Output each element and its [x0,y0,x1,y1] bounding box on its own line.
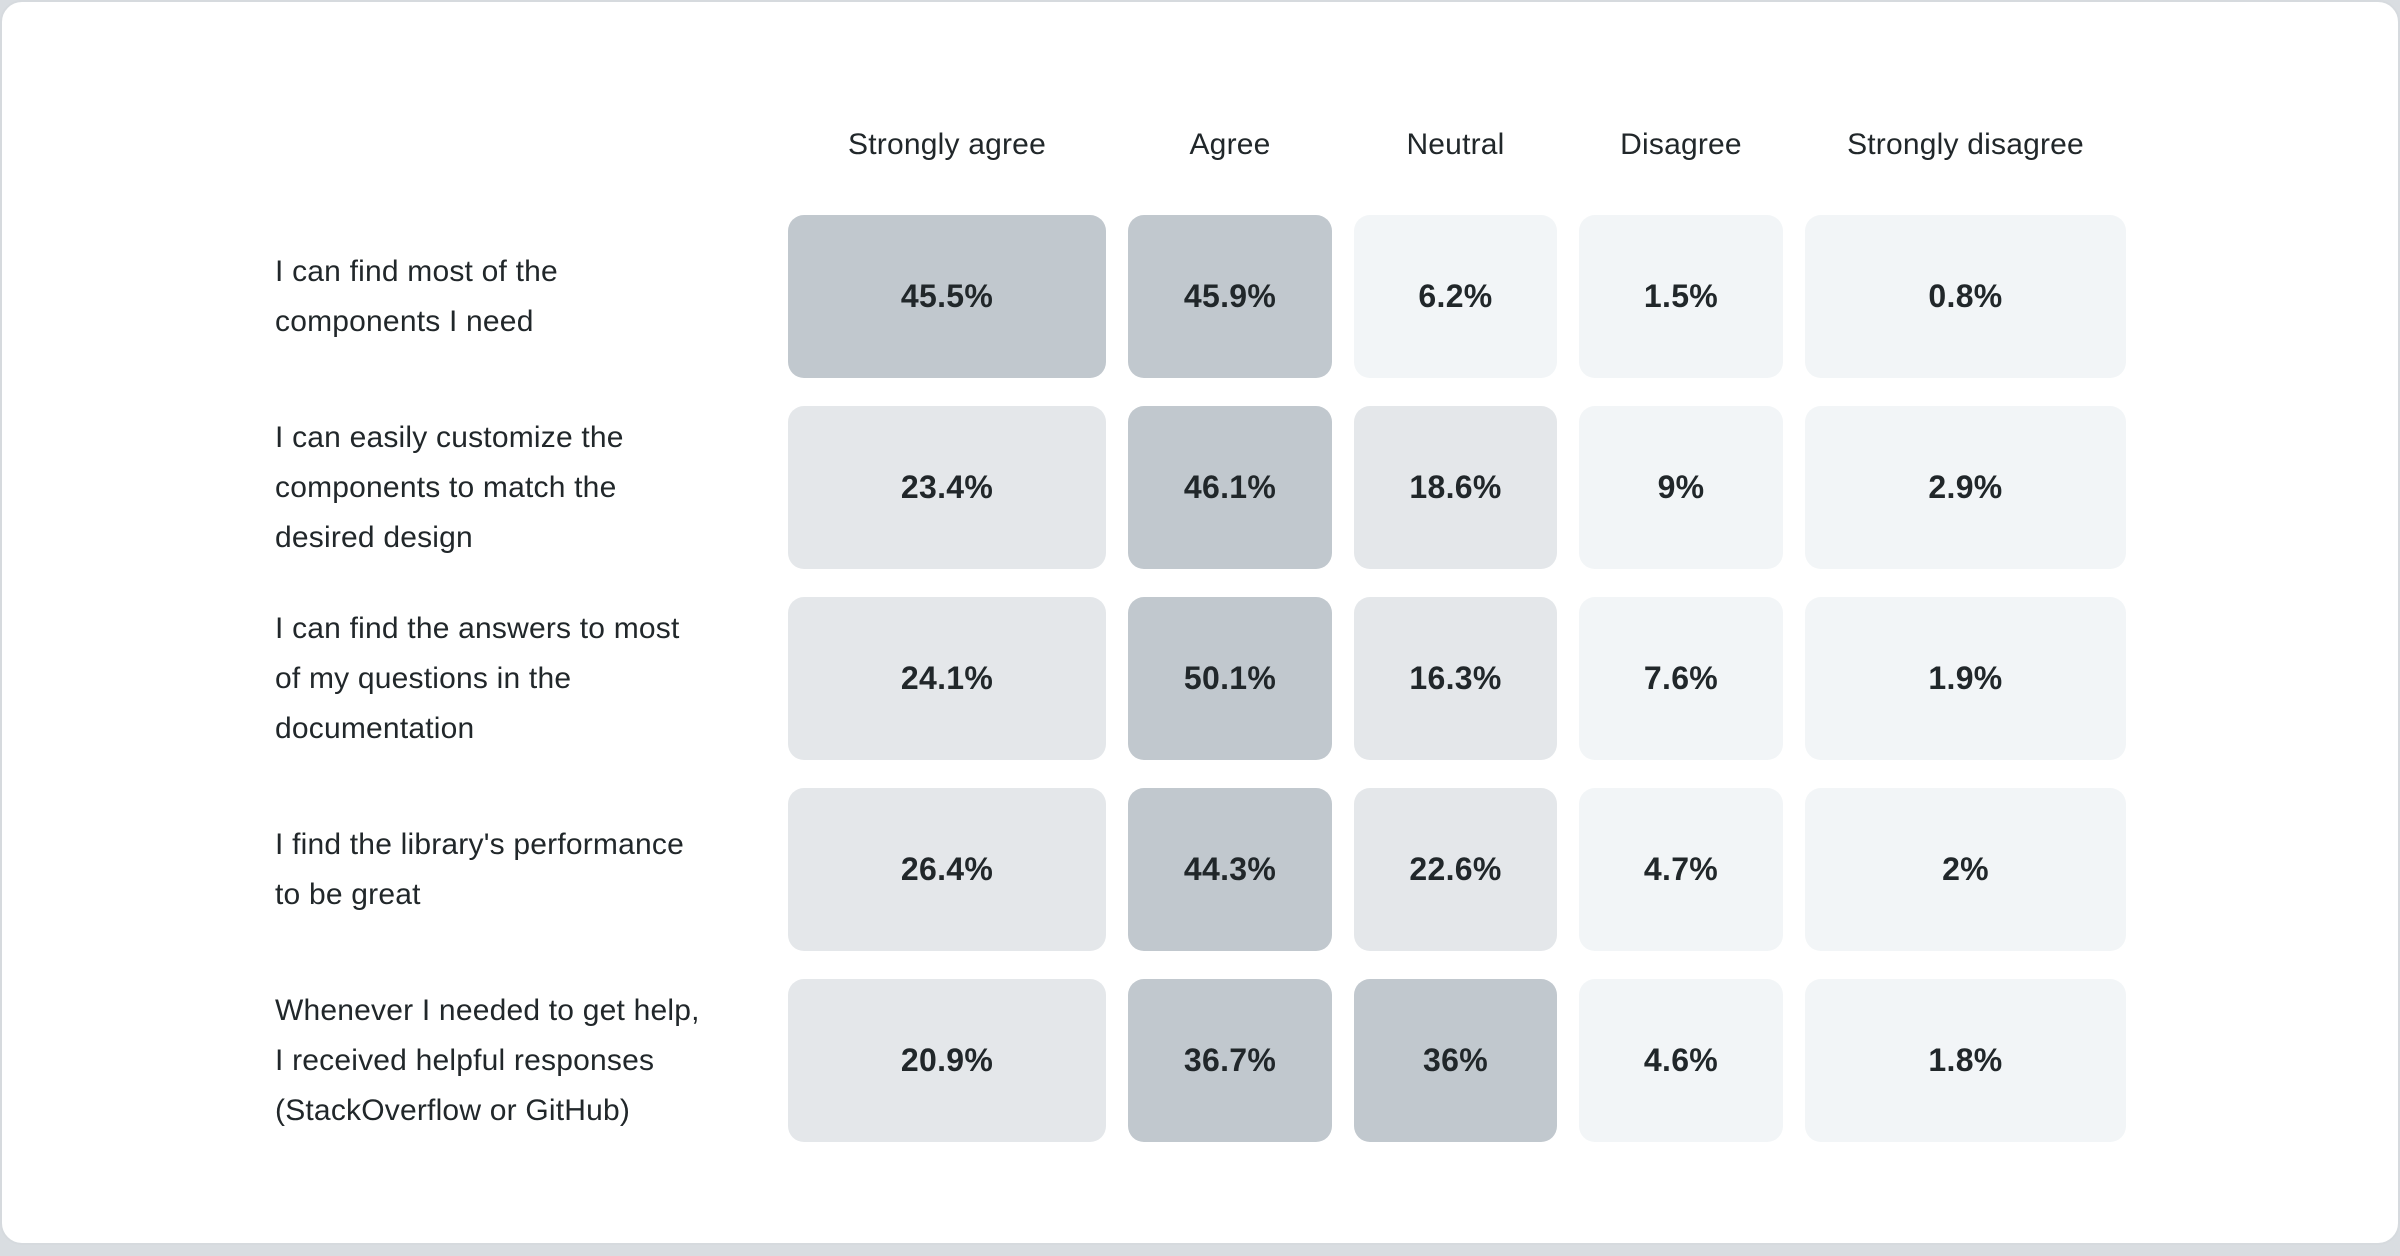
heatmap-cell: 36% [1354,979,1557,1142]
heatmap-cell: 26.4% [788,788,1106,951]
heatmap-cell: 18.6% [1354,406,1557,569]
row-label: I can find most of the components I need [275,254,558,338]
heatmap-cell: 45.5% [788,215,1106,378]
column-header-neutral: Neutral [1406,127,1505,161]
heatmap-cell: 20.9% [788,979,1106,1142]
likert-heatmap: Strongly agree Agree Neutral Disagree Strong… [275,102,2126,1142]
heatmap-cell: 45.9% [1128,215,1332,378]
heatmap-cell: 22.6% [1354,788,1557,951]
column-header-strongly-agree: Strongly agree [848,127,1046,161]
heatmap-cell: 1.8% [1805,979,2126,1142]
heatmap-cell: 36.7% [1128,979,1332,1142]
column-header-strongly-disagree: Strongly disagree [1847,127,2084,161]
row-label: I can find the answers to most of my que… [275,611,680,745]
heatmap-cell: 16.3% [1354,597,1557,760]
heatmap-cell: 4.6% [1579,979,1783,1142]
row-label: I can easily customize the components to… [275,420,624,554]
heatmap-cell: 1.5% [1579,215,1783,378]
row-label: I find the library's performance to be g… [275,827,684,911]
column-header-agree: Agree [1189,127,1271,161]
heatmap-cell: 44.3% [1128,788,1332,951]
heatmap-cell: 4.7% [1579,788,1783,951]
heatmap-cell: 2.9% [1805,406,2126,569]
heatmap-cell: 0.8% [1805,215,2126,378]
heatmap-cell: 46.1% [1128,406,1332,569]
heatmap-cell: 23.4% [788,406,1106,569]
row-label: Whenever I needed to get help, I receive… [275,993,700,1127]
heatmap-cell: 6.2% [1354,215,1557,378]
heatmap-cell: 24.1% [788,597,1106,760]
heatmap-corner-spacer [275,102,766,187]
column-header-disagree: Disagree [1620,127,1742,161]
heatmap-cell: 9% [1579,406,1783,569]
heatmap-cell: 2% [1805,788,2126,951]
heatmap-cell: 1.9% [1805,597,2126,760]
heatmap-cell: 7.6% [1579,597,1783,760]
heatmap-cell: 50.1% [1128,597,1332,760]
